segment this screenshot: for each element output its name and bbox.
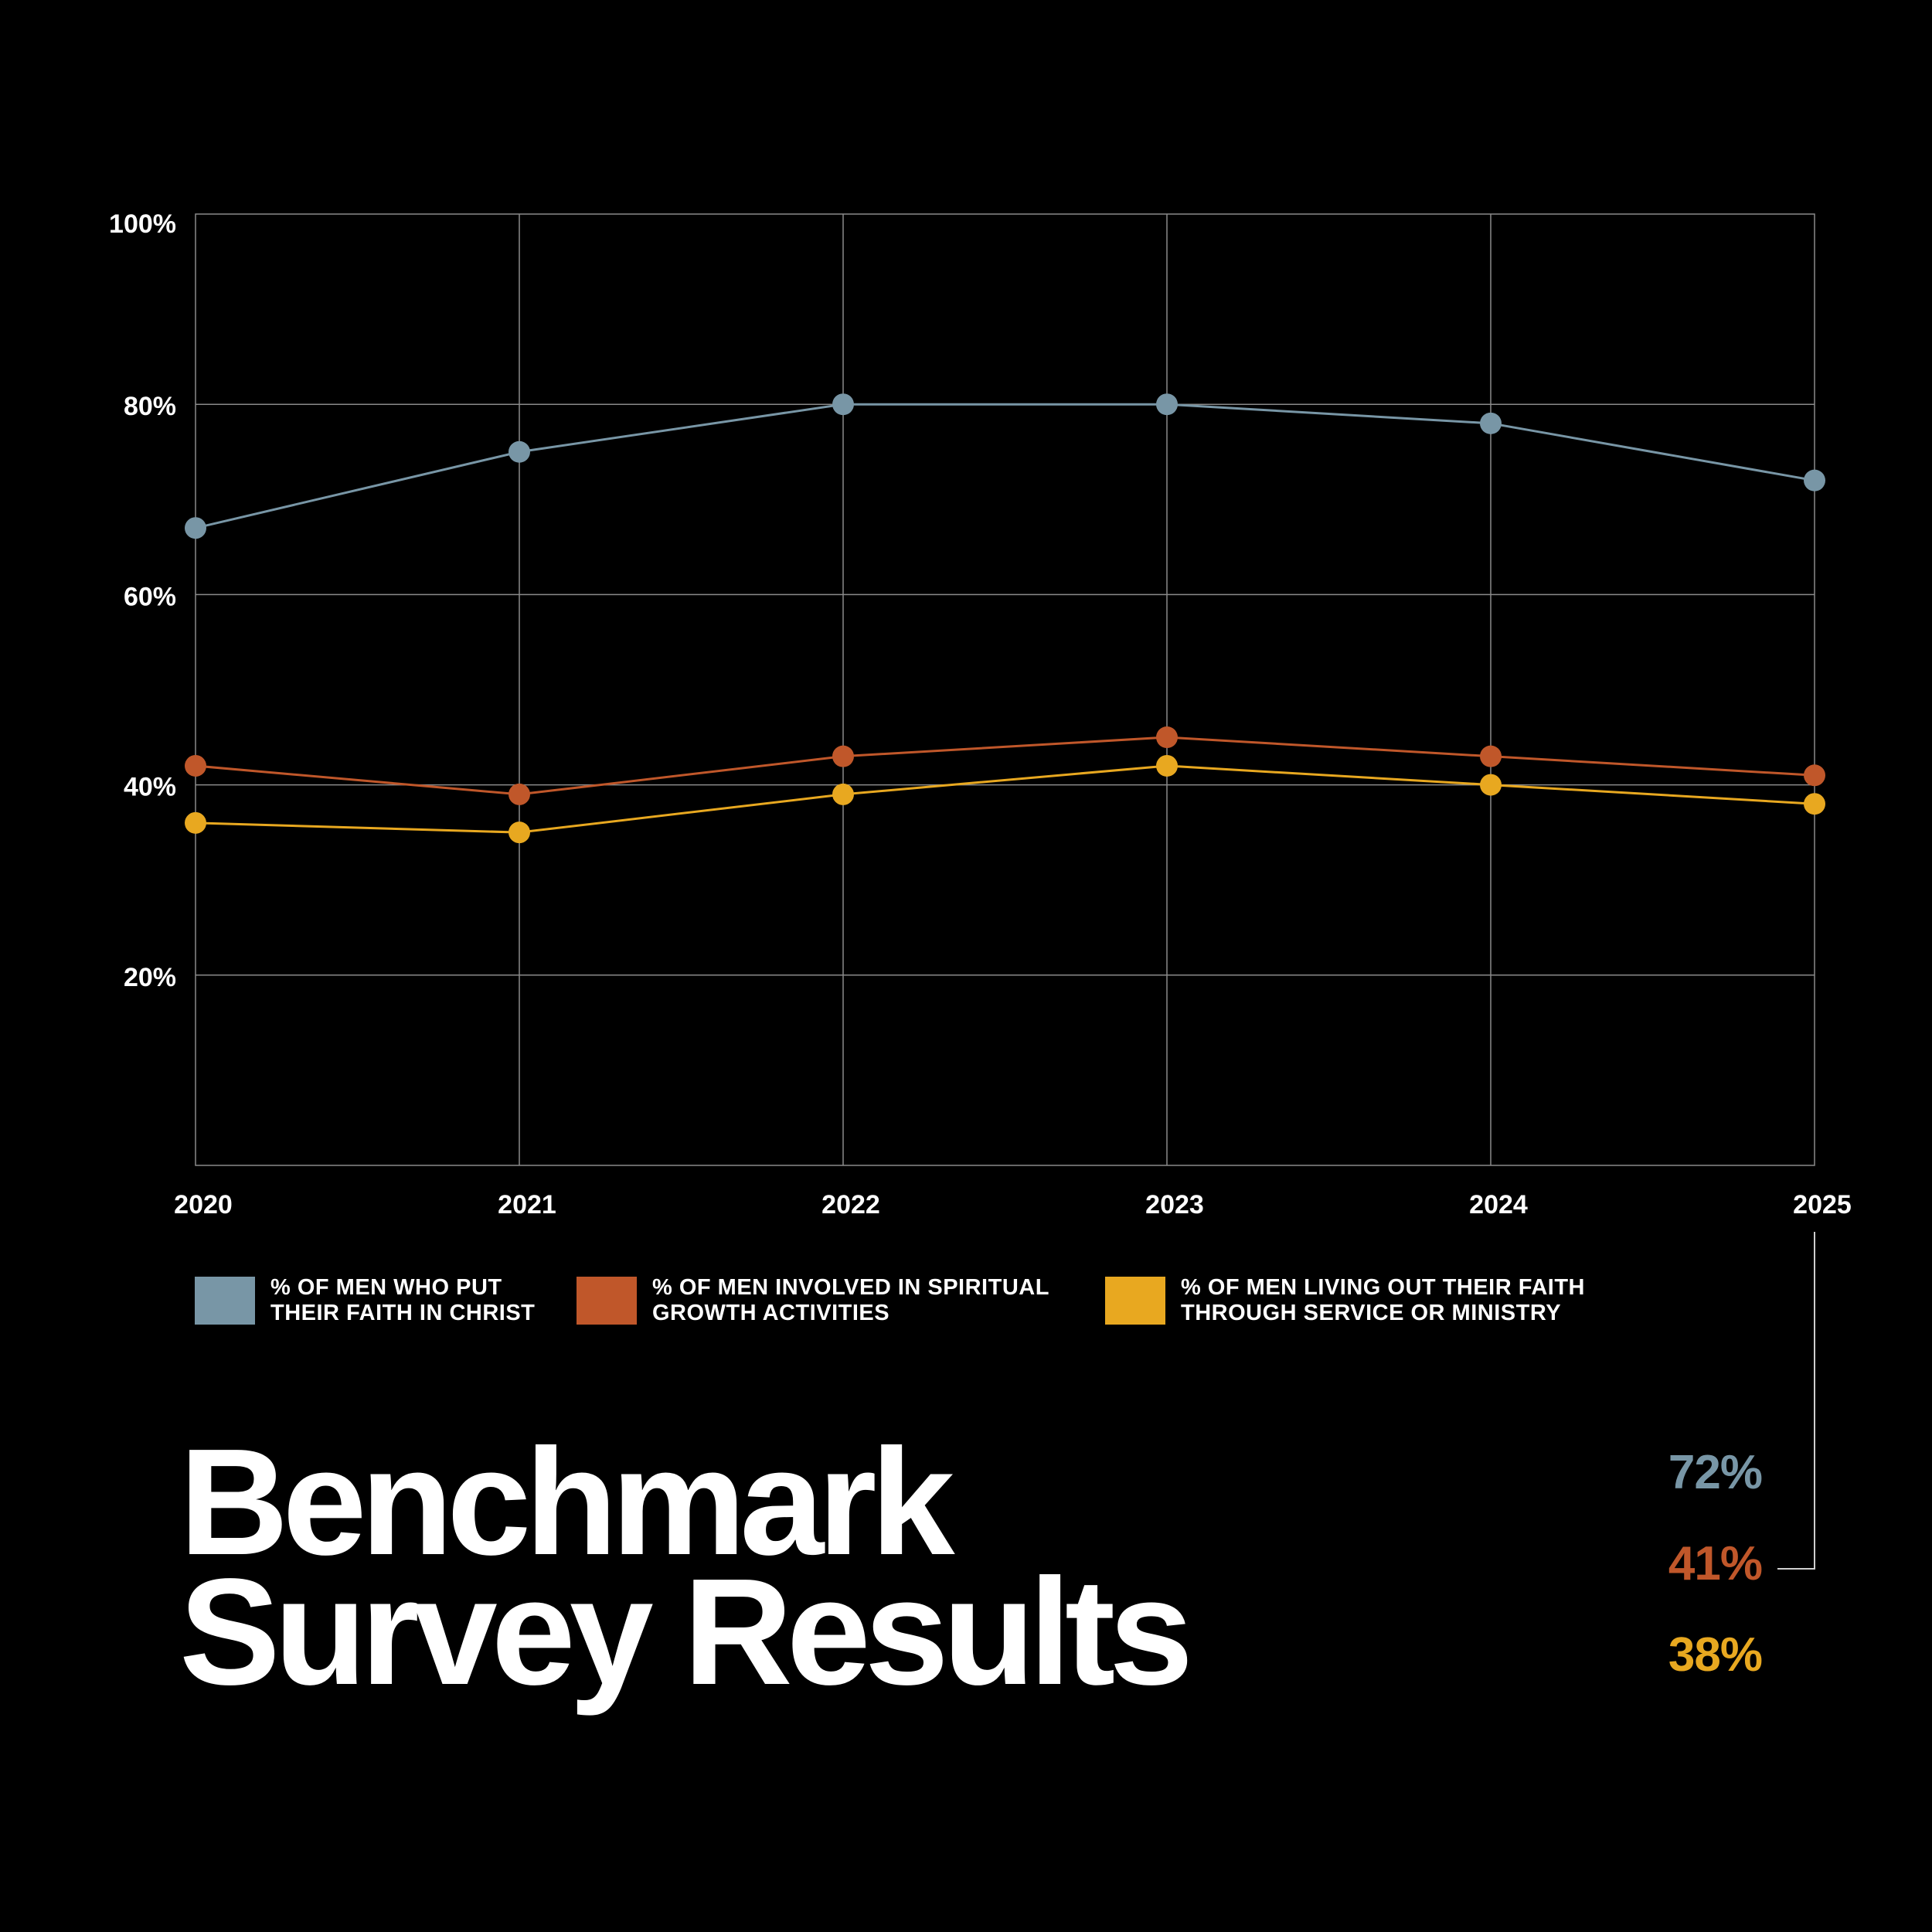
- series-line: [195, 403, 1815, 529]
- x-tick-label: 2021: [498, 1190, 556, 1219]
- bracket-connector: [1777, 1232, 1815, 1570]
- data-point: [509, 783, 530, 805]
- data-point: [1480, 745, 1502, 767]
- y-tick-label: 80%: [124, 392, 176, 421]
- chart-legend: % OF MEN WHO PUT THEIR FAITH IN CHRIST %…: [195, 1275, 1740, 1338]
- legend-swatch-spiritual-growth: [577, 1277, 637, 1325]
- legend-item-spiritual-growth: % OF MEN INVOLVED IN SPIRITUAL GROWTH AC…: [577, 1275, 1049, 1326]
- x-tick-label: 2020: [174, 1190, 233, 1219]
- y-tick-label: 40%: [124, 773, 176, 802]
- page-title-line-2: Survey Results: [179, 1547, 1193, 1716]
- chart-grid: [195, 213, 1815, 1166]
- legend-label-faith-in-christ: % OF MEN WHO PUT THEIR FAITH IN CHRIST: [270, 1275, 536, 1325]
- y-tick-label: 100%: [109, 209, 176, 239]
- series-3: [185, 754, 1825, 844]
- data-point: [185, 517, 206, 539]
- series-1: [185, 393, 1825, 539]
- legend-swatch-service-ministry: [1105, 1277, 1165, 1325]
- data-point: [1156, 726, 1178, 749]
- x-tick-label: 2024: [1469, 1190, 1528, 1219]
- legend-item-service-ministry: % OF MEN LIVING OUT THEIR FAITH THROUGH …: [1105, 1275, 1585, 1326]
- data-point: [509, 821, 530, 844]
- y-axis-ticks: 20% 40% 60% 80% 100%: [109, 209, 176, 992]
- x-axis-ticks: 2020 2021 2022 2023 2024 2025: [174, 1190, 1852, 1219]
- legend-label-service-ministry: % OF MEN LIVING OUT THEIR FAITH THROUGH …: [1181, 1275, 1585, 1325]
- final-value-spiritual-growth: 41%: [1668, 1537, 1763, 1590]
- series-2: [185, 726, 1825, 805]
- page-title-line-1: Benchmark: [179, 1417, 955, 1587]
- data-point: [1804, 793, 1825, 815]
- series-line: [195, 736, 1815, 796]
- chart-series: [185, 393, 1825, 844]
- data-point: [1156, 393, 1178, 416]
- series-line: [195, 764, 1815, 834]
- y-tick-label: 20%: [124, 963, 176, 992]
- data-point: [1804, 764, 1825, 787]
- data-point: [185, 754, 206, 777]
- final-value-service-ministry: 38%: [1668, 1628, 1763, 1682]
- data-point: [1804, 469, 1825, 492]
- x-tick-label: 2022: [821, 1190, 880, 1219]
- data-point: [832, 783, 854, 805]
- plot-frame: [195, 213, 1815, 1166]
- data-point: [1480, 774, 1502, 796]
- final-value-faith-in-christ: 72%: [1668, 1446, 1763, 1499]
- line-chart: 20%40%60%80%100% 2020 2021 2022 2023 2024 202…: [109, 209, 1852, 1219]
- x-tick-label: 2025: [1793, 1190, 1852, 1219]
- data-point: [832, 745, 854, 767]
- legend-label-spiritual-growth: % OF MEN INVOLVED IN SPIRITUAL GROWTH AC…: [652, 1275, 1049, 1325]
- data-point: [1156, 754, 1178, 777]
- data-point: [509, 440, 530, 463]
- legend-swatch-faith-in-christ: [195, 1277, 255, 1325]
- legend-item-faith-in-christ: % OF MEN WHO PUT THEIR FAITH IN CHRIST: [195, 1275, 536, 1326]
- data-point: [185, 811, 206, 834]
- data-point: [1480, 412, 1502, 434]
- data-point: [832, 393, 854, 416]
- x-tick-label: 2023: [1145, 1190, 1204, 1219]
- y-tick-label: 60%: [124, 582, 176, 611]
- page-title: Benchmark Survey Results: [179, 1417, 1193, 1716]
